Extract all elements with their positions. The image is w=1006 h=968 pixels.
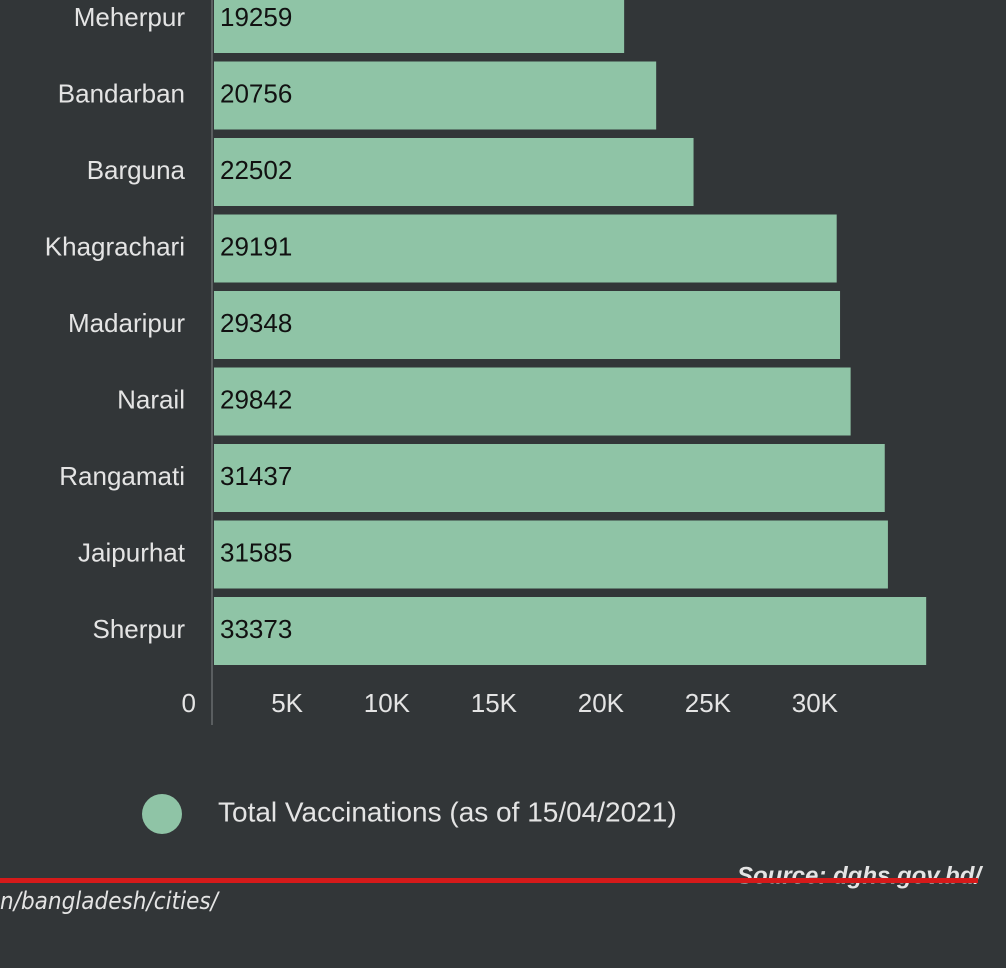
- value-label: 31437: [220, 461, 292, 491]
- bar: [214, 0, 625, 53]
- bar: [214, 61, 657, 130]
- bar: [214, 138, 694, 206]
- divider: [0, 878, 978, 883]
- bar: [214, 214, 837, 283]
- category-label: Rangamati: [59, 461, 185, 491]
- value-label: 20756: [220, 78, 292, 108]
- category-label: Sherpur: [93, 614, 186, 644]
- x-tick-label: 0: [182, 688, 196, 718]
- x-tick-label: 10K: [364, 688, 411, 718]
- value-label: 31585: [220, 537, 292, 567]
- value-label: 33373: [220, 614, 292, 644]
- value-label: 22502: [220, 155, 292, 185]
- bar: [214, 291, 841, 359]
- value-label: 29348: [220, 308, 292, 338]
- value-label: 29842: [220, 384, 292, 414]
- x-tick-label: 15K: [471, 688, 518, 718]
- bar: [214, 367, 851, 436]
- value-label: 29191: [220, 231, 292, 261]
- category-label: Madaripur: [68, 308, 185, 338]
- x-tick-label: 25K: [685, 688, 732, 718]
- legend-swatch: [142, 794, 182, 834]
- url: n/bangladesh/cities/: [0, 887, 221, 915]
- category-label: Narail: [117, 384, 185, 414]
- x-tick-label: 20K: [578, 688, 625, 718]
- bar: [214, 520, 888, 589]
- category-label: Bandarban: [58, 78, 185, 108]
- category-label: Khagrachari: [45, 231, 185, 261]
- legend-label: Total Vaccinations (as of 15/04/2021): [218, 796, 677, 827]
- bar: [214, 444, 885, 512]
- value-label: 19259: [220, 2, 292, 32]
- x-tick-label: 30K: [792, 688, 839, 718]
- bar: [214, 597, 927, 665]
- category-label: Jaipurhat: [78, 537, 186, 567]
- x-tick-label: 5K: [271, 688, 303, 718]
- category-label: Meherpur: [74, 2, 186, 32]
- category-label: Barguna: [87, 155, 186, 185]
- source: Source: dghs.gov.bd/: [737, 862, 983, 889]
